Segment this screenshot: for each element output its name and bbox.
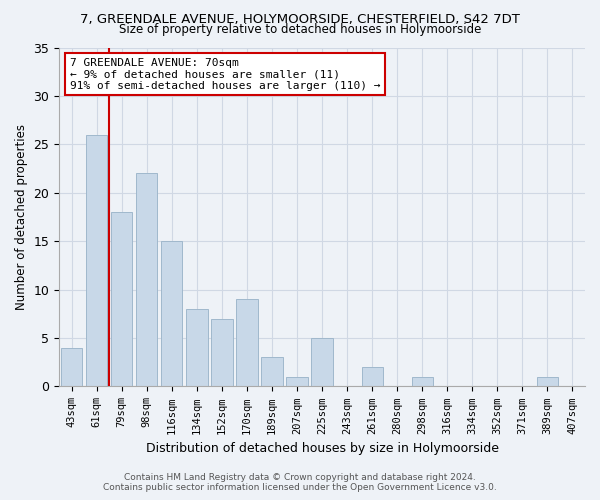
Bar [136,174,157,386]
X-axis label: Distribution of detached houses by size in Holymoorside: Distribution of detached houses by size … [146,442,499,455]
Text: Contains HM Land Registry data © Crown copyright and database right 2024.
Contai: Contains HM Land Registry data © Crown c… [103,473,497,492]
Bar [186,309,208,386]
Bar [236,300,257,386]
Text: 7 GREENDALE AVENUE: 70sqm
← 9% of detached houses are smaller (11)
91% of semi-d: 7 GREENDALE AVENUE: 70sqm ← 9% of detach… [70,58,380,91]
Bar [286,377,308,386]
Bar [537,377,558,386]
Bar [61,348,82,387]
Bar [362,367,383,386]
Bar [86,134,107,386]
Bar [311,338,333,386]
Y-axis label: Number of detached properties: Number of detached properties [15,124,28,310]
Text: 7, GREENDALE AVENUE, HOLYMOORSIDE, CHESTERFIELD, S42 7DT: 7, GREENDALE AVENUE, HOLYMOORSIDE, CHEST… [80,12,520,26]
Bar [262,358,283,386]
Text: Size of property relative to detached houses in Holymoorside: Size of property relative to detached ho… [119,22,481,36]
Bar [211,318,233,386]
Bar [161,241,182,386]
Bar [412,377,433,386]
Bar [111,212,133,386]
